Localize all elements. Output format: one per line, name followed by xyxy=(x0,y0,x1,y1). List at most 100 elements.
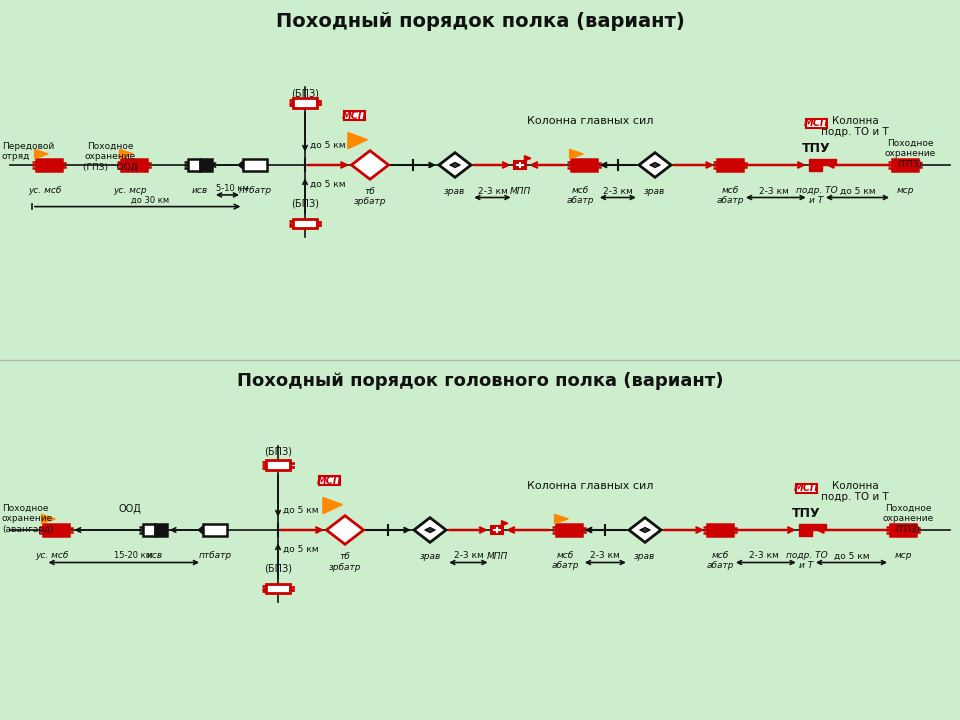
Text: абатр: абатр xyxy=(551,561,579,570)
Text: до 5 км: до 5 км xyxy=(283,545,319,554)
Text: подр. ТО: подр. ТО xyxy=(796,186,837,195)
Polygon shape xyxy=(323,498,343,514)
Text: 2-3 км: 2-3 км xyxy=(590,552,620,560)
Text: ус. мсб: ус. мсб xyxy=(28,186,61,195)
Text: зрбатр: зрбатр xyxy=(353,197,386,207)
Bar xyxy=(155,524,167,536)
Text: мср: мср xyxy=(897,186,914,195)
Text: исв: исв xyxy=(192,186,208,195)
Text: и Т: и Т xyxy=(800,561,814,570)
Bar xyxy=(515,161,525,169)
Bar xyxy=(204,524,227,536)
Text: Походное
охранение
(авангард): Походное охранение (авангард) xyxy=(2,504,54,534)
Text: Походное
охранение
(ТПЗ): Походное охранение (ТПЗ) xyxy=(882,504,934,534)
Bar xyxy=(892,159,918,171)
Polygon shape xyxy=(351,150,389,179)
Text: подр. ТО: подр. ТО xyxy=(785,551,828,560)
Bar xyxy=(266,583,290,593)
Text: МСП: МСП xyxy=(317,476,342,485)
Text: МСП: МСП xyxy=(804,118,829,128)
Text: (БПЗ): (БПЗ) xyxy=(291,199,319,209)
Bar xyxy=(808,164,822,171)
Bar xyxy=(121,159,147,171)
Bar xyxy=(492,526,502,534)
Text: птбатр: птбатр xyxy=(199,551,231,560)
Bar xyxy=(796,484,817,493)
Text: мсб: мсб xyxy=(557,551,574,560)
Text: абатр: абатр xyxy=(707,561,733,570)
Text: зрав: зрав xyxy=(420,552,441,561)
Bar xyxy=(36,159,61,171)
Bar xyxy=(43,524,69,536)
Text: ТПУ: ТПУ xyxy=(803,142,830,155)
Bar xyxy=(707,524,733,536)
Polygon shape xyxy=(35,149,48,158)
Polygon shape xyxy=(439,153,471,177)
Bar xyxy=(344,111,365,120)
Text: зрав: зрав xyxy=(644,187,665,196)
Bar xyxy=(556,524,582,536)
Text: до 5 км: до 5 км xyxy=(310,141,346,150)
Bar xyxy=(799,529,812,536)
Text: ООД: ООД xyxy=(119,504,141,514)
Text: (БПЗ): (БПЗ) xyxy=(291,89,319,99)
Bar xyxy=(293,219,317,228)
Text: (БПЗ): (БПЗ) xyxy=(264,564,292,574)
Text: 2-3 км: 2-3 км xyxy=(749,552,779,560)
Text: 2-3 км: 2-3 км xyxy=(759,186,789,196)
Polygon shape xyxy=(326,516,364,544)
Text: абатр: абатр xyxy=(716,197,744,205)
Bar xyxy=(243,159,267,171)
Text: мсб: мсб xyxy=(721,186,738,195)
Text: зрав: зрав xyxy=(444,187,466,196)
Bar xyxy=(200,159,212,171)
Bar xyxy=(799,524,826,530)
Text: 2-3 км: 2-3 км xyxy=(477,186,508,196)
Text: Походное
охранение
(ГПЗ)   ООД: Походное охранение (ГПЗ) ООД xyxy=(83,142,137,171)
Polygon shape xyxy=(524,156,531,161)
Bar xyxy=(188,159,200,171)
Polygon shape xyxy=(629,518,661,542)
Text: до 5 км: до 5 км xyxy=(310,180,346,189)
Bar xyxy=(806,119,827,128)
Text: до 5 км: до 5 км xyxy=(283,506,319,515)
Bar xyxy=(717,159,743,171)
Polygon shape xyxy=(41,514,56,523)
Text: птбатр: птбатр xyxy=(238,186,272,195)
Text: мср: мср xyxy=(895,551,912,560)
Bar xyxy=(890,524,916,536)
Polygon shape xyxy=(414,518,446,542)
Text: МПП: МПП xyxy=(510,187,531,196)
Text: до 5 км: до 5 км xyxy=(833,552,870,560)
Text: МСП: МСП xyxy=(342,111,367,120)
Text: МПП: МПП xyxy=(487,552,508,561)
Polygon shape xyxy=(501,521,508,526)
Text: и Т: и Т xyxy=(809,197,824,205)
Text: мсб: мсб xyxy=(571,186,588,195)
Text: тб: тб xyxy=(340,552,350,561)
Text: зрав: зрав xyxy=(635,552,656,561)
Text: исв: исв xyxy=(147,551,163,560)
Bar xyxy=(319,476,340,485)
Text: тб: тб xyxy=(365,187,375,196)
Text: ус. мср: ус. мср xyxy=(113,186,147,195)
Text: Колонна
подр. ТО и Т: Колонна подр. ТО и Т xyxy=(821,116,889,138)
Text: ТПУ: ТПУ xyxy=(792,507,821,520)
Text: 2-3 км: 2-3 км xyxy=(453,552,484,560)
Polygon shape xyxy=(120,149,133,158)
Polygon shape xyxy=(348,132,368,149)
Polygon shape xyxy=(199,526,204,534)
Text: мсб: мсб xyxy=(711,551,729,560)
Polygon shape xyxy=(238,161,243,169)
Text: Колонна главных сил: Колонна главных сил xyxy=(527,481,653,490)
Bar xyxy=(808,159,836,165)
Text: (БПЗ): (БПЗ) xyxy=(264,447,292,456)
Bar xyxy=(571,159,597,171)
Text: 2-3 км: 2-3 км xyxy=(603,186,633,196)
Bar xyxy=(293,98,317,107)
Text: до 5 км: до 5 км xyxy=(840,186,876,196)
Text: Походное
охранение
(ТПЗ): Походное охранение (ТПЗ) xyxy=(884,139,936,168)
Polygon shape xyxy=(555,514,568,523)
Text: МСП: МСП xyxy=(794,483,819,493)
Text: зрбатр: зрбатр xyxy=(328,562,361,572)
